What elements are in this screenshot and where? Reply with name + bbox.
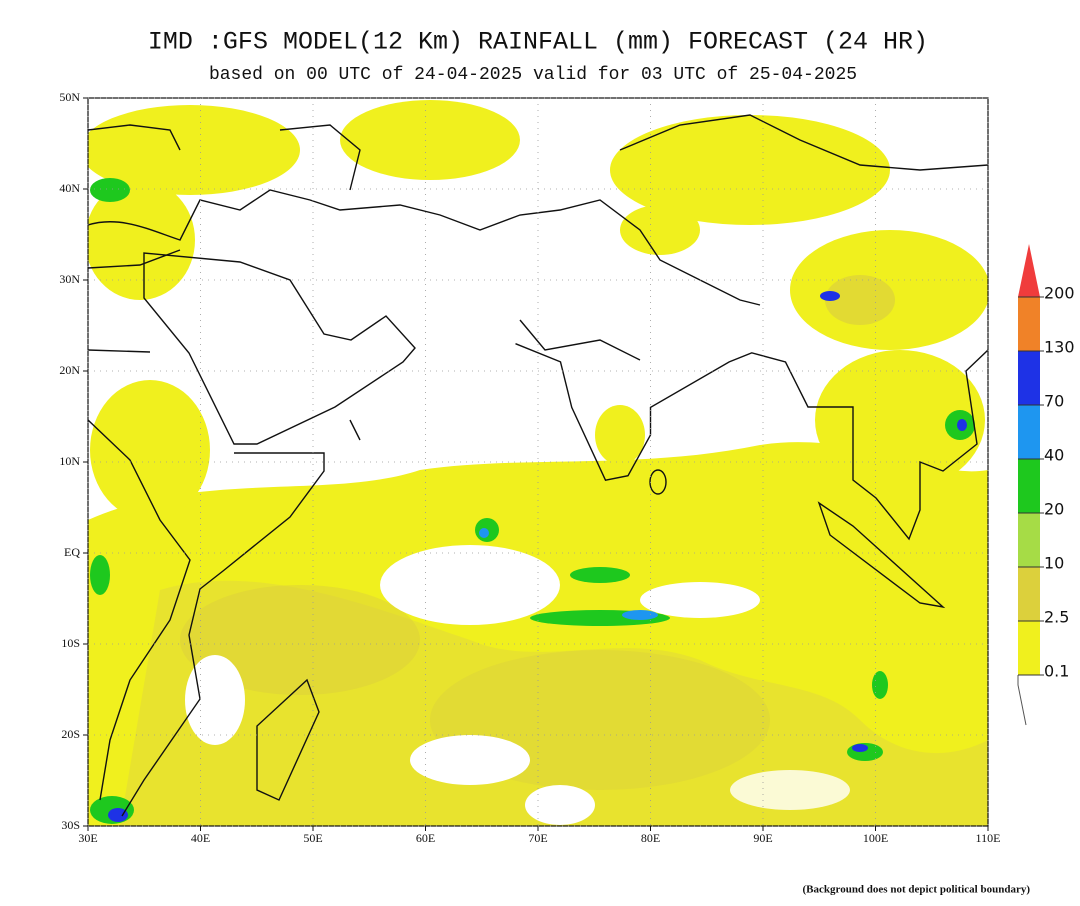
x-tick-label: 90E: [753, 831, 772, 845]
legend-band: [1018, 351, 1040, 405]
legend-label: 130: [1044, 338, 1075, 357]
legend-label: 0.1: [1044, 662, 1069, 681]
legend-under: [1017, 675, 1027, 726]
x-tick-label: 80E: [641, 831, 660, 845]
legend-label: 10: [1044, 554, 1064, 573]
y-tick-label: 50N: [59, 90, 80, 104]
legend-band: [1018, 459, 1040, 513]
rain-field: [88, 98, 988, 826]
x-tick-label: 30E: [78, 831, 97, 845]
x-tick-label: 50E: [303, 831, 322, 845]
y-tick-label: 20S: [61, 727, 80, 741]
legend-label: 2.5: [1044, 608, 1069, 627]
legend-label: 70: [1044, 392, 1064, 411]
legend-band: [1018, 405, 1040, 459]
y-tick-label: 30S: [61, 818, 80, 832]
legend-label: 200: [1044, 284, 1075, 303]
x-tick-label: 70E: [528, 831, 547, 845]
subtitle: based on 00 UTC of 24-04-2025 valid for …: [209, 65, 857, 85]
x-tick-label: 60E: [416, 831, 435, 845]
x-tick-label: 40E: [191, 831, 210, 845]
legend-label: 20: [1044, 500, 1064, 519]
footnote: (Background does not depict political bo…: [803, 884, 1031, 896]
y-tick-label: 10N: [59, 454, 80, 468]
y-tick-label: 40N: [59, 181, 80, 195]
y-tick-label: 20N: [59, 363, 80, 377]
x-tick-label: 100E: [863, 831, 888, 845]
title: IMD :GFS MODEL(12 Km) RAINFALL (mm) FORE…: [148, 28, 928, 57]
y-tick-label: 10S: [61, 636, 80, 650]
x-tick-label: 110E: [976, 831, 1001, 845]
legend-band: [1018, 513, 1040, 567]
y-tick-label: EQ: [64, 545, 80, 559]
legend-band: [1018, 567, 1040, 621]
legend-band: [1018, 621, 1040, 675]
legend-over: [1018, 244, 1040, 297]
legend-band: [1018, 297, 1040, 351]
legend-label: 40: [1044, 446, 1064, 465]
y-tick-label: 30N: [59, 272, 80, 286]
